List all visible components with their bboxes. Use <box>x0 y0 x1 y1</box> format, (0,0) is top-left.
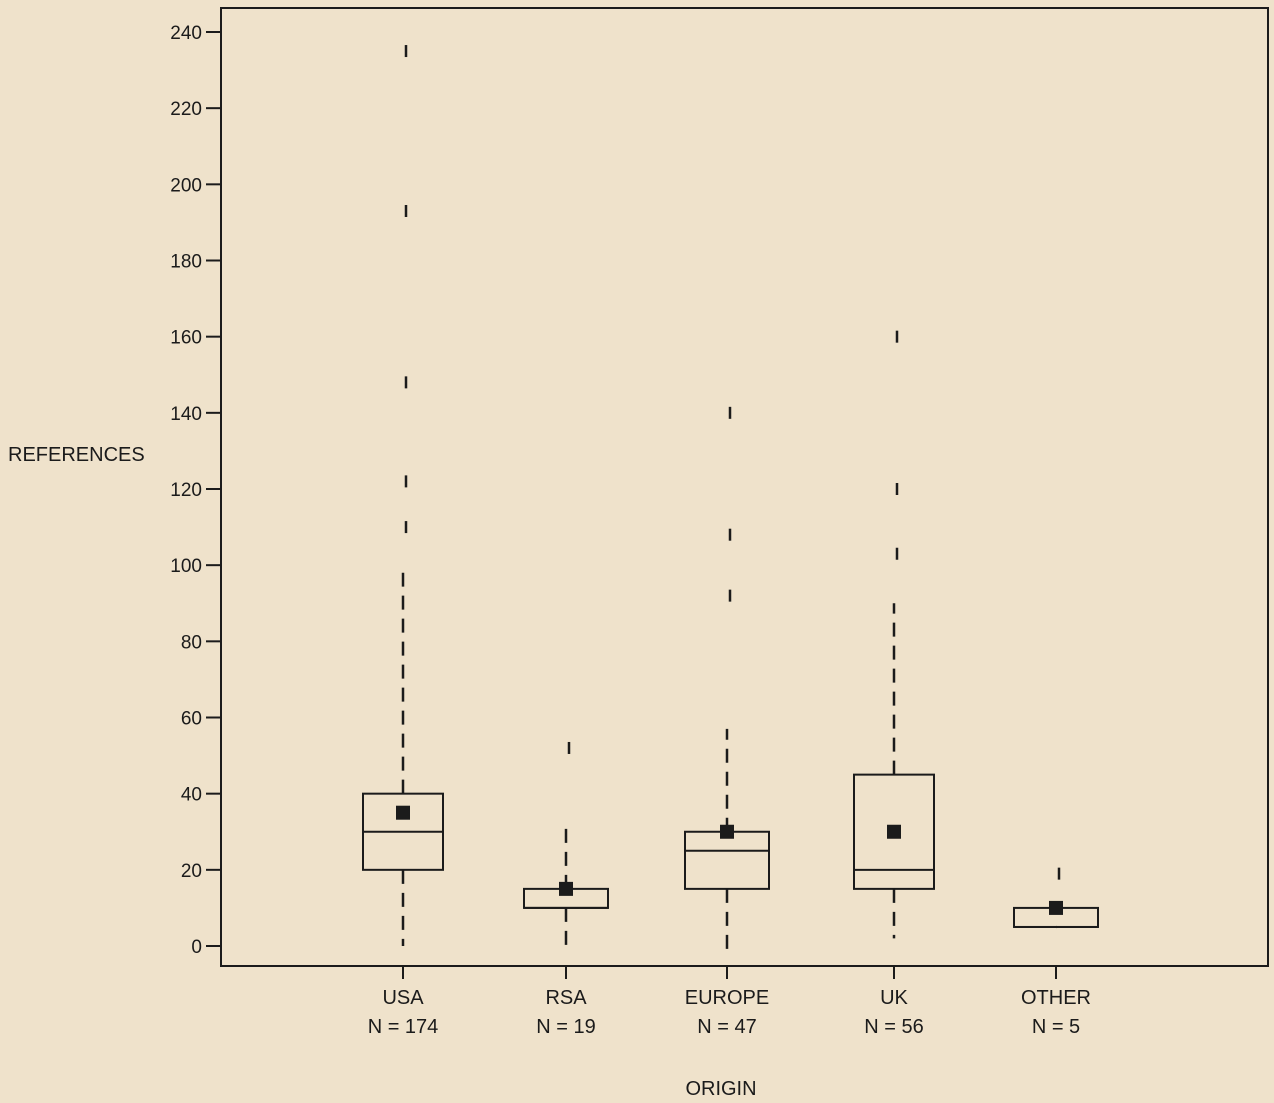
iqr-box <box>684 830 770 890</box>
mean-marker <box>396 805 410 820</box>
y-tick-label: 160 <box>170 328 202 349</box>
iqr-box <box>853 773 935 890</box>
y-tick-label: 240 <box>170 23 202 44</box>
box-other <box>1013 867 1099 928</box>
y-tick-label: 140 <box>170 404 202 425</box>
y-axis-title: REFERENCES <box>8 444 145 466</box>
y-tick-label: 100 <box>170 556 202 577</box>
mean-marker <box>559 881 573 896</box>
y-tick-label: 200 <box>170 175 202 196</box>
mean-marker <box>720 824 734 839</box>
box-europe <box>684 406 770 954</box>
y-tick-label: 20 <box>181 861 202 882</box>
box-usa <box>362 45 444 946</box>
count-label: N = 19 <box>536 1016 595 1038</box>
box-rsa <box>523 741 609 946</box>
category-label: USA <box>382 987 424 1009</box>
box-uk <box>853 330 935 939</box>
count-label: N = 5 <box>1032 1016 1080 1038</box>
category-label: OTHER <box>1021 987 1091 1009</box>
category-label: RSA <box>545 987 587 1009</box>
mean-marker <box>1049 900 1063 915</box>
category-label: EUROPE <box>685 987 769 1009</box>
count-label: N = 56 <box>864 1016 923 1038</box>
plot-frame <box>220 7 1269 967</box>
y-tick-label: 220 <box>170 99 202 120</box>
y-tick-label: 60 <box>181 709 202 730</box>
mean-marker <box>887 824 901 839</box>
count-label: N = 174 <box>368 1016 439 1038</box>
y-tick-label: 180 <box>170 252 202 273</box>
y-tick-label: 80 <box>181 632 202 653</box>
y-tick-label: 0 <box>191 937 202 958</box>
y-tick-label: 40 <box>181 785 202 806</box>
x-axis-title: ORIGIN <box>685 1078 756 1100</box>
y-tick-label: 120 <box>170 480 202 501</box>
category-label: UK <box>880 987 908 1009</box>
count-label: N = 47 <box>697 1016 756 1038</box>
